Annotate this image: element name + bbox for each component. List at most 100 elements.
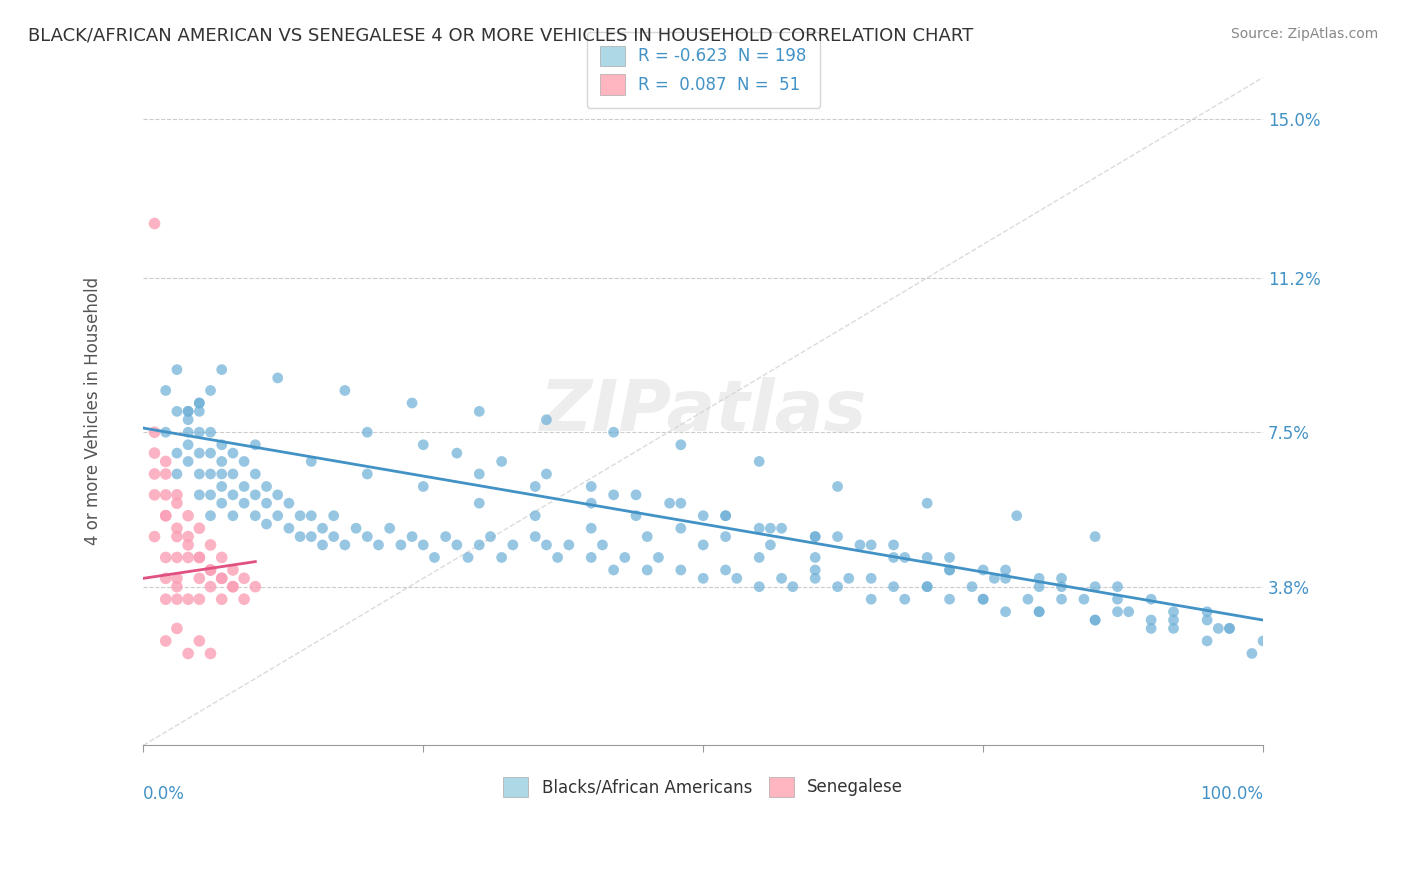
Point	[245, 580, 267, 594]
Point	[166, 550, 188, 565]
Point	[714, 508, 737, 523]
Point	[547, 550, 569, 565]
Point	[211, 467, 233, 481]
Point	[1163, 622, 1185, 636]
Point	[1073, 592, 1095, 607]
Point	[188, 396, 211, 410]
Point	[200, 508, 222, 523]
Point	[446, 538, 468, 552]
Point	[166, 622, 188, 636]
Point	[938, 563, 960, 577]
Point	[915, 496, 938, 510]
Point	[188, 446, 211, 460]
Point	[188, 488, 211, 502]
Point	[1084, 530, 1107, 544]
Point	[1084, 613, 1107, 627]
Point	[770, 521, 793, 535]
Legend: Blacks/African Americans, Senegalese: Blacks/African Americans, Senegalese	[496, 770, 910, 804]
Point	[277, 521, 299, 535]
Point	[233, 496, 256, 510]
Point	[222, 446, 245, 460]
Point	[860, 571, 883, 585]
Point	[894, 592, 917, 607]
Point	[782, 580, 804, 594]
Point	[883, 580, 905, 594]
Point	[748, 550, 770, 565]
Text: BLACK/AFRICAN AMERICAN VS SENEGALESE 4 OR MORE VEHICLES IN HOUSEHOLD CORRELATION: BLACK/AFRICAN AMERICAN VS SENEGALESE 4 O…	[28, 27, 973, 45]
Point	[1197, 634, 1219, 648]
Point	[233, 571, 256, 585]
Point	[669, 438, 692, 452]
Point	[491, 454, 513, 468]
Point	[155, 550, 177, 565]
Point	[211, 592, 233, 607]
Point	[143, 217, 166, 231]
Point	[155, 454, 177, 468]
Point	[1028, 571, 1050, 585]
Point	[378, 521, 401, 535]
Point	[177, 647, 200, 661]
Point	[1118, 605, 1140, 619]
Point	[524, 479, 547, 493]
Point	[200, 425, 222, 440]
Point	[211, 454, 233, 468]
Point	[200, 446, 222, 460]
Point	[155, 467, 177, 481]
Point	[177, 454, 200, 468]
Point	[972, 592, 994, 607]
Point	[434, 530, 457, 544]
Point	[860, 538, 883, 552]
Point	[770, 571, 793, 585]
Point	[1206, 622, 1229, 636]
Point	[177, 438, 200, 452]
Point	[759, 521, 782, 535]
Point	[188, 521, 211, 535]
Point	[827, 530, 849, 544]
Point	[714, 530, 737, 544]
Point	[1197, 605, 1219, 619]
Point	[401, 396, 423, 410]
Point	[759, 538, 782, 552]
Point	[412, 438, 434, 452]
Point	[256, 517, 278, 532]
Point	[860, 592, 883, 607]
Point	[827, 479, 849, 493]
Point	[166, 467, 188, 481]
Point	[155, 425, 177, 440]
Point	[333, 384, 356, 398]
Point	[401, 530, 423, 544]
Point	[581, 479, 603, 493]
Point	[804, 530, 827, 544]
Point	[200, 467, 222, 481]
Point	[536, 538, 558, 552]
Point	[524, 530, 547, 544]
Point	[827, 580, 849, 594]
Point	[188, 467, 211, 481]
Point	[200, 538, 222, 552]
Point	[491, 550, 513, 565]
Point	[581, 550, 603, 565]
Point	[188, 396, 211, 410]
Point	[849, 538, 872, 552]
Point	[591, 538, 613, 552]
Point	[748, 454, 770, 468]
Point	[1050, 580, 1073, 594]
Text: 0.0%: 0.0%	[143, 785, 186, 804]
Point	[1163, 605, 1185, 619]
Point	[581, 521, 603, 535]
Point	[1140, 592, 1163, 607]
Point	[200, 488, 222, 502]
Point	[938, 550, 960, 565]
Point	[143, 530, 166, 544]
Point	[1107, 580, 1129, 594]
Point	[177, 404, 200, 418]
Point	[166, 592, 188, 607]
Point	[938, 592, 960, 607]
Point	[200, 384, 222, 398]
Point	[692, 538, 714, 552]
Point	[883, 550, 905, 565]
Point	[1197, 613, 1219, 627]
Point	[1107, 605, 1129, 619]
Point	[1251, 634, 1274, 648]
Point	[166, 521, 188, 535]
